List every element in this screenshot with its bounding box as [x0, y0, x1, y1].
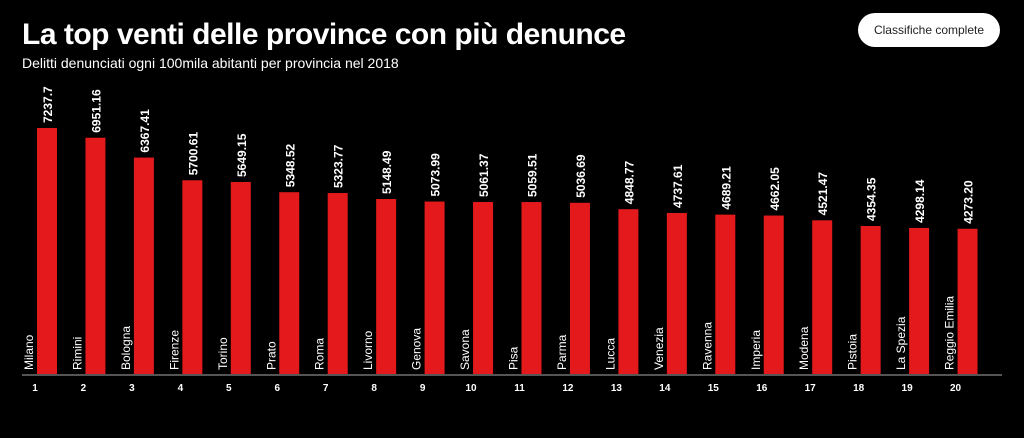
- value-label: 5649.15: [235, 133, 249, 177]
- value-label: 4354.35: [865, 177, 879, 221]
- value-label: 5148.49: [380, 150, 394, 194]
- category-label: Milano: [22, 334, 36, 370]
- bar: [279, 192, 300, 374]
- bar: [327, 193, 348, 374]
- value-label: 4737.61: [671, 164, 685, 208]
- category-label: Genova: [410, 328, 424, 370]
- rank-label: 9: [420, 383, 426, 394]
- value-label: 4298.14: [913, 179, 927, 223]
- rank-label: 10: [465, 383, 477, 394]
- rank-label: 18: [853, 383, 865, 394]
- bar: [85, 137, 106, 374]
- rank-label: 6: [274, 383, 280, 394]
- bar: [376, 199, 397, 374]
- value-label: 4848.77: [622, 160, 636, 204]
- value-label: 5073.99: [429, 153, 443, 197]
- bar: [133, 157, 154, 374]
- value-label: 5323.77: [332, 144, 346, 188]
- full-rankings-button[interactable]: Classifiche complete: [858, 13, 1000, 47]
- value-label: 4689.21: [719, 166, 733, 210]
- category-label: Ravenna: [700, 322, 714, 370]
- bar: [182, 180, 203, 374]
- category-label: Modena: [797, 326, 811, 370]
- bar: [230, 181, 251, 374]
- rank-label: 7: [323, 383, 329, 394]
- bar: [521, 202, 542, 374]
- value-label: 6951.16: [89, 89, 103, 133]
- category-label: Venezia: [652, 327, 666, 370]
- value-label: 5036.69: [574, 154, 588, 198]
- rank-label: 17: [805, 383, 817, 394]
- value-label: 5700.61: [186, 132, 200, 176]
- rank-label: 20: [950, 383, 962, 394]
- bar: [618, 209, 639, 374]
- bar: [909, 227, 930, 374]
- value-label: 6367.41: [138, 109, 152, 153]
- rank-label: 16: [756, 383, 768, 394]
- category-label: Firenze: [167, 330, 181, 370]
- rank-label: 13: [611, 383, 623, 394]
- category-label: Prato: [264, 341, 278, 370]
- category-label: Pistoia: [846, 334, 860, 370]
- value-label: 5059.51: [526, 153, 540, 197]
- rank-label: 8: [371, 383, 377, 394]
- category-label: Roma: [313, 338, 327, 370]
- value-label: 5061.37: [477, 153, 491, 197]
- rank-label: 11: [514, 383, 525, 394]
- category-label: Pisa: [507, 346, 521, 370]
- value-label: 5348.52: [283, 144, 297, 188]
- category-label: Savona: [458, 329, 472, 370]
- category-label: Lucca: [603, 338, 617, 370]
- category-label: Torino: [216, 337, 230, 370]
- rank-label: 15: [708, 383, 720, 394]
- category-label: La Spezia: [894, 316, 908, 370]
- bar: [957, 228, 978, 374]
- category-label: Parma: [555, 334, 569, 370]
- chart-subtitle: Delitti denunciati ogni 100mila abitanti…: [22, 55, 399, 71]
- bar: [763, 215, 784, 374]
- value-label: 4521.47: [816, 172, 830, 216]
- rank-label: 1: [32, 383, 38, 394]
- value-label: 7237.7: [41, 86, 55, 123]
- bar: [424, 201, 445, 374]
- bar: [569, 202, 590, 374]
- category-label: Bologna: [119, 326, 133, 370]
- bar: [666, 212, 687, 374]
- category-label: Imperia: [749, 330, 763, 370]
- bar: [473, 201, 494, 374]
- rank-label: 14: [659, 383, 671, 394]
- value-label: 4273.20: [962, 180, 976, 224]
- bar: [715, 214, 736, 374]
- bar: [860, 226, 881, 374]
- value-label: 4662.05: [768, 167, 782, 211]
- rank-label: 3: [129, 383, 135, 394]
- bar: [37, 128, 57, 374]
- category-label: Rimini: [70, 337, 84, 370]
- category-label: Livorno: [361, 330, 375, 370]
- chart-title: La top venti delle province con più denu…: [22, 18, 626, 51]
- bar: [812, 220, 833, 374]
- rank-label: 12: [562, 383, 574, 394]
- category-label: Reggio Emilia: [943, 296, 957, 370]
- rank-label: 19: [902, 383, 914, 394]
- rank-label: 5: [226, 383, 232, 394]
- rank-label: 4: [178, 383, 184, 394]
- rank-label: 2: [81, 383, 87, 394]
